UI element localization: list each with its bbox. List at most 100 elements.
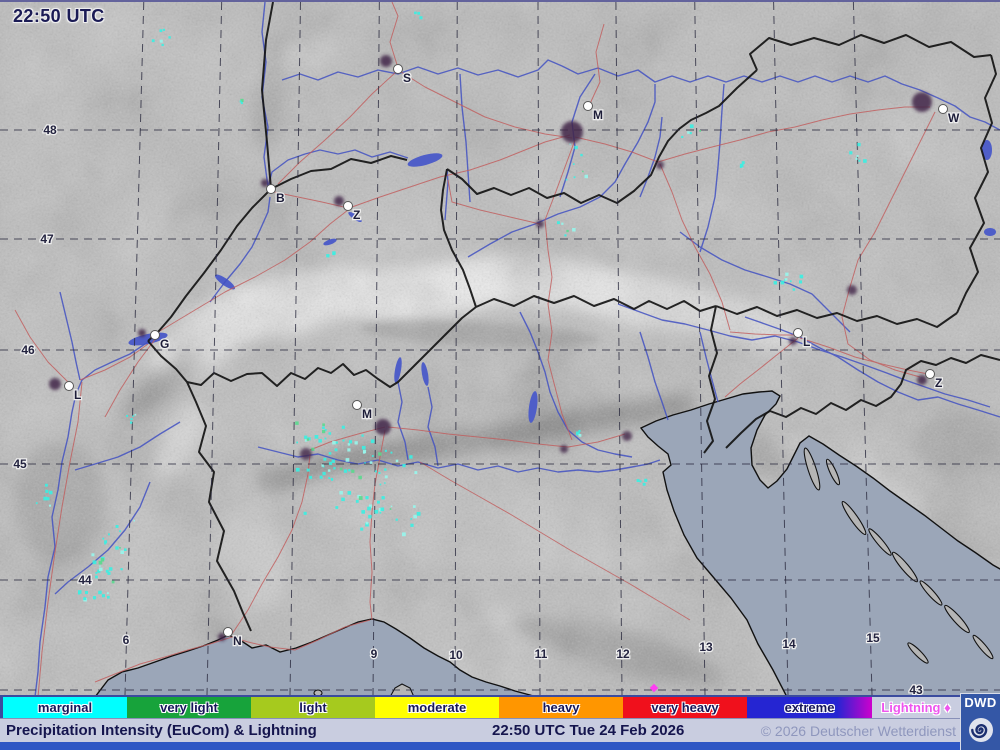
urban-area [380, 55, 392, 67]
longitude-line [615, 2, 623, 695]
precip-echo [328, 477, 331, 479]
precip-echo [384, 449, 387, 452]
product-title: Precipitation Intensity (EuCom) & Lightn… [6, 722, 317, 739]
precip-echo [410, 518, 413, 520]
precip-echo [789, 280, 792, 283]
city-label: Z [935, 376, 942, 390]
urban-area [789, 337, 797, 345]
precip-echo [321, 464, 324, 467]
precip-echo [119, 530, 121, 532]
precip-echo [326, 254, 330, 258]
precip-echo [133, 519, 135, 522]
islands [313, 447, 994, 695]
precip-echo [584, 174, 588, 179]
precip-echo [341, 497, 345, 502]
precip-echo [327, 469, 331, 472]
city-dot [266, 184, 276, 194]
precip-echo [741, 161, 745, 165]
legend-item-very-light: very light [127, 697, 251, 718]
city-label: M [593, 108, 603, 122]
urban-area [917, 375, 927, 385]
precip-echo [322, 426, 325, 430]
latitude-label: 44 [78, 573, 92, 587]
urban-area [656, 161, 664, 169]
precip-echo [348, 469, 351, 472]
longitude-line [372, 2, 380, 695]
precip-echo [85, 591, 88, 594]
latitude-label: 47 [40, 232, 54, 246]
precip-echo [378, 452, 382, 456]
precip-echo [799, 280, 803, 284]
precip-echo [557, 221, 560, 225]
precip-echo [295, 467, 300, 472]
city-label: M [362, 407, 372, 421]
bottom-accent-strip [0, 742, 1000, 750]
urban-area [375, 419, 391, 435]
precip-echo [574, 145, 578, 150]
urban-area [912, 92, 932, 112]
precip-echo [576, 431, 580, 436]
precip-echo [134, 413, 137, 416]
city-dot [343, 201, 353, 211]
precip-echo [582, 170, 584, 173]
precip-echo [377, 500, 380, 504]
precip-echo [314, 435, 319, 439]
precip-echo [402, 464, 406, 468]
precip-echo [642, 482, 646, 486]
precip-echo [365, 522, 369, 527]
precip-echo [578, 433, 582, 437]
precip-echo [339, 467, 343, 471]
city-label: N [233, 634, 242, 648]
precip-echo [681, 135, 684, 138]
precip-echo [374, 509, 379, 514]
precip-echo [351, 469, 355, 473]
precip-echo [319, 475, 323, 479]
precip-echo [371, 455, 374, 457]
roads [14, 2, 936, 695]
precip-echo [45, 483, 48, 487]
city-dot [223, 627, 233, 637]
urban-area [560, 445, 568, 453]
precip-echo [318, 439, 322, 443]
precip-echo [347, 448, 351, 452]
precip-echo [49, 504, 52, 507]
precip-echo [151, 39, 155, 43]
precip-echo [296, 441, 298, 444]
precip-echo [95, 575, 98, 579]
city-label: G [160, 337, 169, 351]
longitude-line [289, 2, 301, 695]
precip-echo [334, 448, 338, 452]
precip-echo [331, 459, 335, 463]
precip-echo [307, 437, 311, 441]
urban-area [49, 378, 61, 390]
map-canvas: 48 47 46 45 44 43 6 9 10 11 12 13 14 15 S M W B Z G L M L Z N [0, 2, 1000, 695]
precip-echo [328, 461, 333, 465]
precip-echo [573, 176, 576, 179]
precip-echo [739, 166, 742, 168]
urban-area [300, 448, 312, 460]
urban-area [536, 220, 544, 228]
urban-area [334, 196, 344, 206]
precip-echo [92, 596, 97, 600]
precip-echo [564, 234, 567, 237]
precip-echo [390, 451, 393, 454]
legend-item-very-heavy: very heavy [623, 697, 747, 718]
precip-echo [323, 457, 327, 461]
precip-echo [414, 471, 418, 474]
latitude-label: 48 [43, 123, 57, 137]
precip-echo [565, 178, 568, 181]
precip-echo [855, 157, 858, 160]
precip-echo [130, 421, 133, 424]
precip-echo [92, 560, 97, 565]
precip-echo [339, 491, 343, 495]
precip-echo [335, 506, 339, 509]
precip-echo [332, 251, 336, 255]
precip-echo [104, 540, 108, 544]
precip-echo [322, 471, 326, 476]
precip-echo [115, 525, 119, 528]
precip-echo [239, 100, 242, 103]
precip-echo [342, 439, 345, 442]
dwd-spiral-icon [969, 718, 993, 742]
precip-echo [111, 580, 115, 584]
precip-echo [46, 497, 50, 501]
